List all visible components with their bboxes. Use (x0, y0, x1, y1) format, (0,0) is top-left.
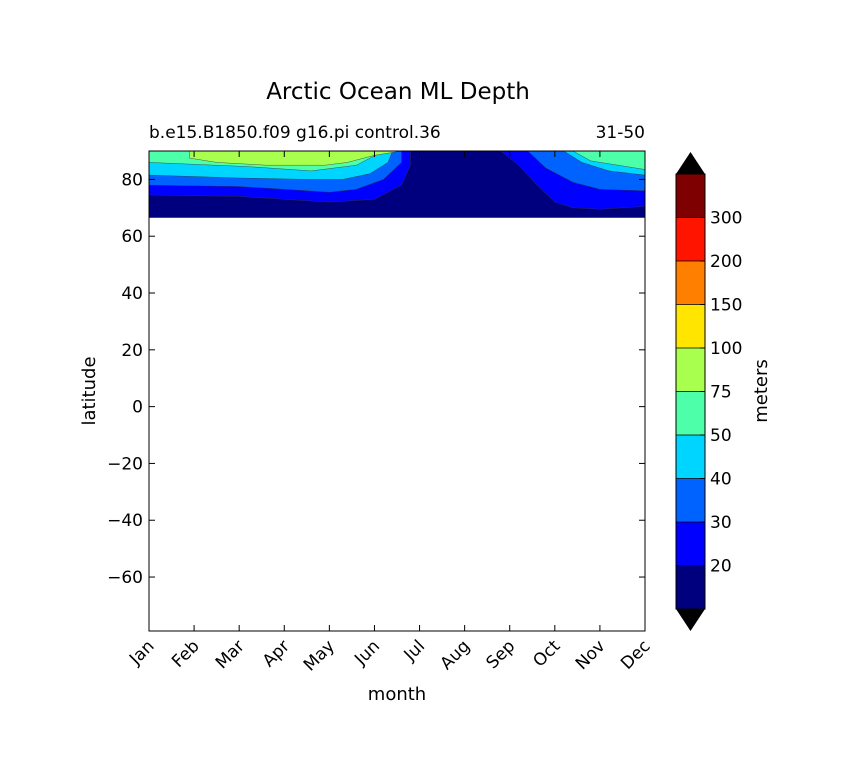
x-tick-label: Apr (259, 636, 294, 671)
x-tick-label: Jun (350, 636, 384, 670)
colorbar-tick-label: 40 (710, 470, 732, 490)
colorbar-tick-label: 100 (710, 339, 742, 359)
y-tick-label: 60 (121, 227, 143, 247)
y-tick-label: −60 (107, 568, 143, 588)
chart-subtitle-left: b.e15.B1850.f09 g16.pi control.36 (149, 123, 441, 143)
colorbar-swatch (676, 478, 705, 522)
y-tick-label: 40 (121, 284, 143, 304)
plot-background (149, 151, 645, 631)
colorbar-swatch (676, 304, 705, 348)
contour-fill-group (149, 151, 645, 218)
plot-frame (148, 150, 646, 632)
colorbar-swatch (676, 174, 705, 218)
colorbar-tick-label: 200 (710, 252, 742, 272)
x-tick-label: Aug (437, 636, 475, 674)
x-tick-label: Mar (212, 636, 249, 673)
x-tick-label: Oct (529, 636, 564, 671)
x-tick-label: May (300, 636, 339, 675)
colorbar-swatch (676, 348, 705, 392)
colorbar-tick-label: 30 (710, 513, 732, 533)
colorbar-swatch (676, 261, 705, 305)
y-tick-label: −20 (107, 454, 143, 474)
contour-band-9 (189, 151, 402, 166)
colorbar-swatch (676, 217, 705, 261)
y-tick-label: −40 (107, 511, 143, 531)
colorbar-tick-label: 50 (710, 426, 732, 446)
chart-subtitle-right: 31-50 (596, 123, 645, 143)
colorbar-swatch (676, 565, 705, 609)
plot-area: Jan Feb Mar Apr May Jun Jul Aug Sep Oct Nov Dec 80 6… (107, 150, 655, 675)
colorbar-swatch (676, 522, 705, 566)
colorbar-swatch (676, 391, 705, 435)
x-tick-label: Jul (400, 636, 429, 665)
y-axis-label: latitude (79, 356, 100, 425)
colorbar: 20 30 40 50 75 100 150 200 300 (675, 152, 742, 631)
colorbar-label: meters (751, 359, 772, 423)
x-tick-label: Feb (168, 636, 203, 671)
y-tick-label: 80 (121, 170, 143, 190)
colorbar-tick-label: 300 (710, 209, 742, 229)
y-tick-label: 0 (132, 398, 143, 418)
y-tick-label: 20 (121, 341, 143, 361)
chart-title: Arctic Ocean ML Depth (266, 79, 530, 105)
colorbar-extend-top (676, 152, 705, 174)
colorbar-tick-label: 20 (710, 557, 732, 577)
x-axis-label: month (368, 684, 426, 705)
x-tick-label: Sep (482, 636, 519, 673)
colorbar-tick-label: 75 (710, 383, 732, 403)
y-axis: 80 60 40 20 0 −20 −40 −60 (107, 170, 645, 588)
x-tick-label: Jan (125, 636, 158, 669)
colorbar-tick-label: 150 (710, 296, 742, 316)
x-tick-label: Dec (617, 636, 654, 673)
colorbar-extend-bottom (676, 609, 705, 631)
colorbar-swatch (676, 435, 705, 479)
contour-band-8 (572, 151, 645, 170)
x-tick-label: Nov (572, 636, 610, 674)
